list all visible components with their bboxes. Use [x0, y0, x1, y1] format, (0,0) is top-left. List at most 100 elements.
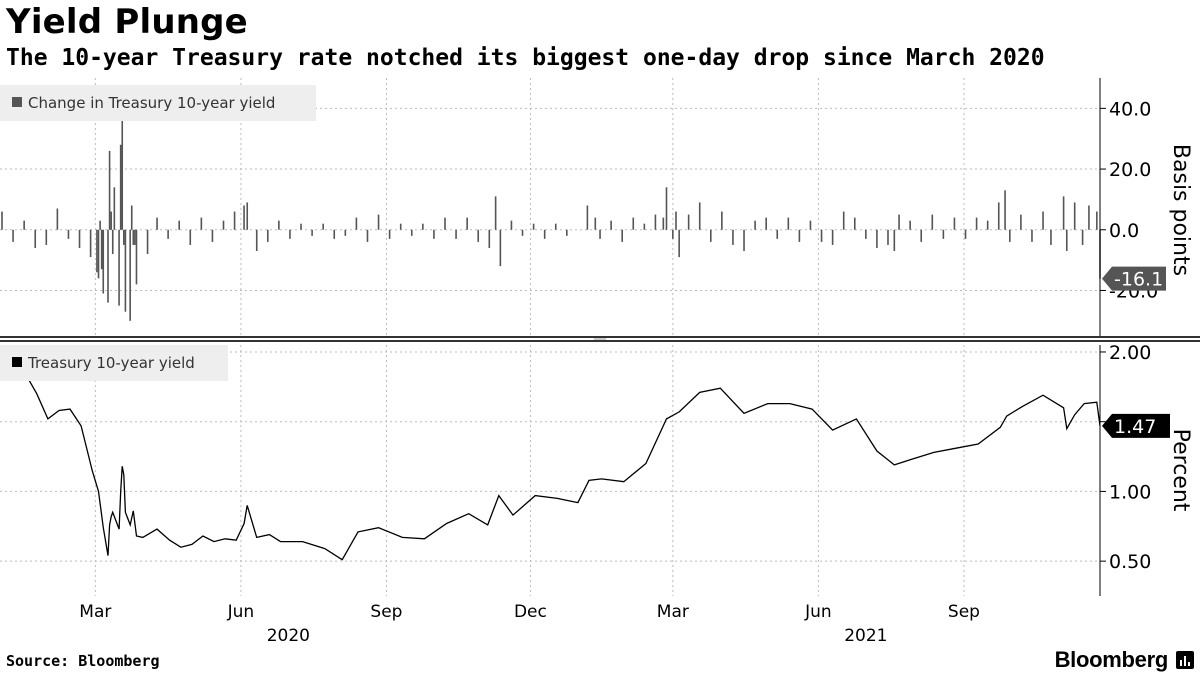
- bar: [643, 223, 646, 230]
- bar: [1020, 214, 1022, 230]
- x-tick-label: Mar: [657, 602, 689, 622]
- legend-label: Treasury 10-year yield: [27, 354, 195, 372]
- bar: [721, 211, 723, 230]
- x-tick-label: Jun: [804, 602, 832, 622]
- bar: [566, 229, 568, 236]
- x-tick-label: Jun: [227, 602, 255, 622]
- bar: [820, 229, 823, 242]
- bar: [765, 217, 767, 230]
- bar: [156, 217, 158, 230]
- x-year-label: 2021: [844, 626, 887, 646]
- yield-line-series: [1, 368, 1101, 561]
- bar: [107, 229, 109, 303]
- bar-panel: 40.020.00.0-20.0-16.1 Change in Treasury…: [0, 78, 1193, 336]
- bar: [388, 229, 391, 239]
- bar: [809, 220, 812, 230]
- bar: [96, 229, 98, 273]
- bar: [687, 214, 690, 230]
- bar: [110, 211, 112, 230]
- y-tick-label: 0.50: [1109, 551, 1151, 573]
- bar: [167, 229, 169, 239]
- legend-background: [0, 345, 228, 381]
- bar: [586, 205, 589, 230]
- bar: [510, 220, 513, 230]
- bar: [543, 229, 546, 239]
- bar: [743, 229, 745, 252]
- bar: [477, 229, 480, 242]
- bar-panel-legend: Change in Treasury 10-year yield: [0, 85, 316, 121]
- bar: [422, 223, 424, 230]
- bar: [23, 220, 25, 230]
- bar: [243, 205, 245, 230]
- y-axis-label: Basis points: [1168, 144, 1193, 276]
- bar: [200, 217, 203, 230]
- y-axis-label: Percent: [1168, 429, 1193, 512]
- bar: [278, 220, 280, 230]
- bar: [831, 229, 834, 245]
- bar: [410, 229, 413, 236]
- line-panel-grid: [0, 345, 1100, 596]
- bar: [798, 229, 801, 242]
- bar: [89, 229, 92, 258]
- chart-subtitle: The 10-year Treasury rate notched its bi…: [6, 45, 1045, 71]
- bar: [78, 229, 81, 248]
- bar: [1088, 205, 1090, 230]
- bar: [444, 217, 446, 230]
- bar: [12, 229, 14, 242]
- bar: [433, 229, 435, 239]
- bar: [754, 220, 756, 230]
- bar: [311, 229, 313, 236]
- bar: [99, 220, 101, 230]
- bar: [1031, 229, 1033, 242]
- bar: [610, 220, 612, 230]
- legend-swatch: [12, 97, 22, 107]
- x-year-label: 2020: [267, 626, 310, 646]
- bar: [289, 229, 291, 239]
- bar: [178, 220, 180, 230]
- bar: [1004, 190, 1006, 230]
- legend-swatch: [12, 357, 22, 367]
- bar: [1042, 211, 1044, 230]
- bar: [678, 229, 680, 258]
- bar: [997, 202, 1000, 230]
- bar: [134, 229, 136, 245]
- line-panel-legend: Treasury 10-year yield: [0, 345, 228, 381]
- bar-panel-grid: [0, 78, 1100, 336]
- bar: [266, 229, 269, 242]
- bar: [455, 229, 457, 239]
- bar: [488, 229, 491, 248]
- bar: [1, 211, 3, 230]
- bar: [333, 229, 336, 239]
- bar: [876, 229, 878, 248]
- bloomberg-chart-icon: [1176, 651, 1194, 669]
- bar: [898, 214, 900, 230]
- bar: [132, 229, 135, 245]
- bar: [135, 229, 138, 285]
- bar: [344, 229, 347, 236]
- bar: [554, 223, 557, 230]
- bar: [964, 229, 967, 239]
- bar: [189, 229, 192, 245]
- bar: [698, 202, 701, 230]
- bar: [56, 208, 59, 230]
- bar: [942, 229, 945, 239]
- y-tick-label: 20.0: [1109, 159, 1151, 181]
- x-tick-label: Mar: [79, 602, 111, 622]
- legend-background: [0, 85, 316, 121]
- line-panel-y-axis: 2.001.501.000.501.47: [1099, 342, 1170, 596]
- bar: [146, 229, 149, 255]
- bar: [121, 120, 124, 230]
- last-value-flag: [1102, 413, 1170, 438]
- last-value-label: -16.1: [1114, 269, 1163, 291]
- bar: [499, 229, 502, 267]
- bar: [1081, 229, 1084, 245]
- bar: [119, 144, 122, 230]
- bar: [672, 229, 674, 239]
- bar: [909, 220, 911, 230]
- x-tick-label: Sep: [370, 602, 402, 622]
- bar: [1065, 229, 1068, 252]
- x-tick-label: Sep: [948, 602, 980, 622]
- y-tick-label: 40.0: [1109, 98, 1151, 120]
- bar: [124, 229, 127, 312]
- bar: [45, 229, 48, 245]
